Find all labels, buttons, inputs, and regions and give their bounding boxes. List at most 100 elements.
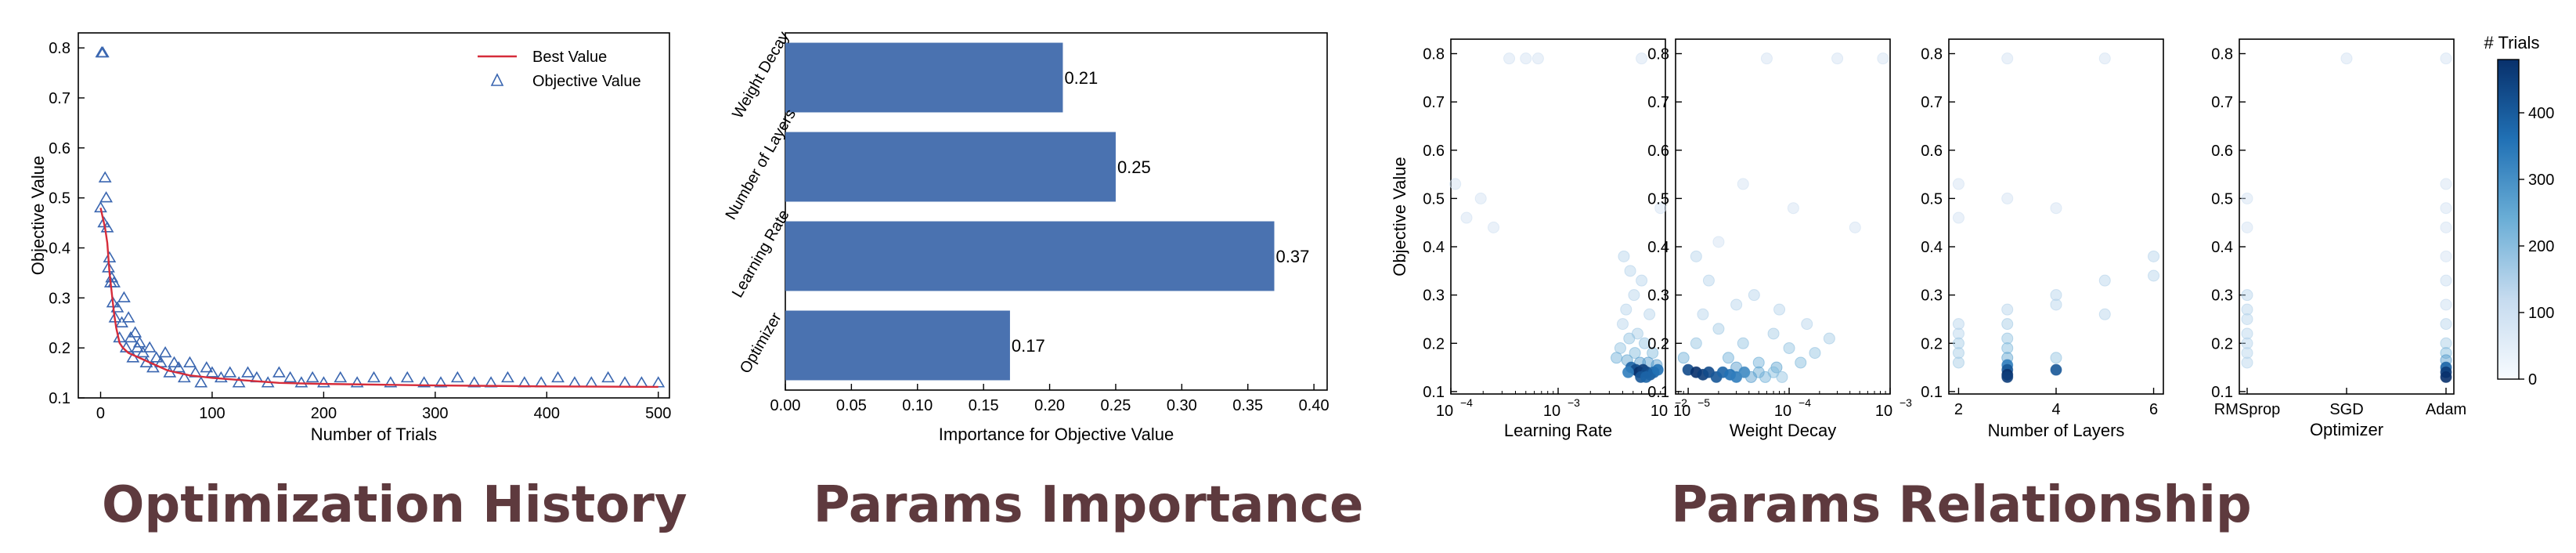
relationship-point [1773, 303, 1786, 316]
x-tick-exponent: −3 [1568, 396, 1580, 409]
y-tick-label: 0.1 [2211, 384, 2233, 401]
y-tick-label: 0.7 [1647, 94, 1669, 111]
x-tick-label: 10 [1673, 403, 1690, 420]
relationship-point [2440, 274, 2452, 287]
y-tick-label: 0.4 [1647, 239, 1669, 256]
y-tick-label: 0.8 [1921, 45, 1943, 63]
y-tick-label: 0.6 [2211, 143, 2233, 160]
relationship-point [2050, 352, 2062, 364]
objective-value-point [294, 376, 308, 388]
objective-value-point [177, 370, 191, 383]
y-tick-label: Optimizer [737, 309, 785, 376]
x-tick-exponent: −3 [1900, 396, 1912, 409]
x-tick-exponent: −4 [1460, 396, 1473, 409]
objective-value-point [143, 341, 157, 352]
relationship-panel: 0.10.20.30.40.50.60.70.810 −4 10 −3 10 −2Lear… [1423, 38, 1687, 440]
plot-frame [78, 32, 670, 399]
y-tick-label: 0.1 [49, 390, 70, 407]
x-tick-label: 500 [645, 405, 671, 422]
relationship-point [2440, 178, 2452, 190]
objective-value-point [96, 45, 110, 58]
objective-value-point [501, 370, 514, 383]
relationship-point [2001, 332, 2014, 345]
y-tick-label: 0.2 [2211, 335, 2233, 352]
x-tick-label: 0.40 [1299, 397, 1329, 414]
relationship-point [1952, 318, 1964, 331]
plot-frame [2239, 38, 2455, 395]
relationship-point [1651, 363, 1664, 376]
objective-value-point [434, 376, 448, 388]
y-tick-label: 0.5 [1423, 190, 1445, 208]
relationship-point [1520, 52, 1532, 65]
objective-value-point [223, 366, 237, 378]
relationship-point [1654, 202, 1667, 215]
x-tick-label: RMSprop [2214, 401, 2280, 418]
objective-value-point [110, 301, 124, 313]
x-tick-label: 0.00 [770, 397, 801, 414]
relationship-point [1611, 352, 1623, 364]
y-tick-label: 0.7 [2211, 94, 2233, 111]
x-tick-label: 0.35 [1232, 397, 1263, 414]
relationship-point [1748, 289, 1760, 302]
relationship-point [1801, 318, 1813, 331]
x-tick-exponent: −5 [1697, 396, 1710, 409]
colorbar-tick-label: 100 [2528, 305, 2554, 322]
x-tick-label: 100 [199, 405, 225, 422]
y-tick-label: 0.2 [1921, 335, 1943, 352]
objective-value-point [132, 336, 146, 348]
y-tick-label: 0.3 [1921, 287, 1943, 305]
relationship-point [1722, 352, 1734, 364]
relationship-point [1460, 211, 1473, 224]
x-tick-label: 10 [1436, 403, 1453, 420]
relationship-point [2001, 342, 2014, 354]
objective-value-point [241, 366, 254, 378]
y-tick-label: 0.4 [49, 240, 70, 257]
x-axis-label: Optimizer [2310, 420, 2383, 439]
colorbar [2497, 59, 2520, 380]
relationship-point [1952, 337, 1964, 349]
objective-value-point [651, 376, 666, 388]
objective-value-point [601, 370, 615, 383]
y-tick-label: 0.5 [49, 190, 70, 208]
relationship-point [1738, 366, 1751, 378]
relationship-panel: 0.1 0.2 0.3 0.4 0.5 0.6 0.7 0.8 2 4 6 Number of Lay… [1921, 38, 2164, 440]
relationship-point [1628, 289, 1640, 302]
y-tick-label: 0.1 [1921, 384, 1943, 401]
y-tick-label: 0.8 [49, 40, 70, 57]
objective-value-point [367, 370, 381, 383]
objective-value-point [200, 361, 214, 373]
relationship-point [1776, 370, 1788, 383]
y-tick-label: Learning Rate [729, 207, 793, 301]
y-tick-label: 0.1 [1647, 384, 1669, 401]
relationship-point [1952, 347, 1964, 360]
colorbar-tick-label: 200 [2528, 238, 2554, 255]
relationship-point [2241, 289, 2253, 302]
objective-value-point [534, 376, 548, 388]
caption-params-relationship: Params Relationship [1671, 476, 2252, 534]
relationship-panel: 0.1 0.2 0.3 0.4 0.5 0.6 0.7 0.8 RMSprop SGD Adam Op… [2211, 38, 2466, 439]
relationship-point [1697, 308, 1709, 320]
relationship-point [2440, 202, 2452, 215]
y-tick-label: 0.4 [1921, 239, 1943, 256]
x-axis-label: Number of Layers [1988, 421, 2125, 440]
relationship-point [1702, 274, 1715, 287]
relationship-point [2241, 221, 2253, 233]
relationship-point [1624, 265, 1636, 277]
relationship-point [1952, 356, 1964, 369]
x-tick-label: 0 [96, 405, 105, 422]
x-tick-label: 10 [1875, 403, 1892, 420]
relationship-panel: 0.1 0.2 0.3 0.4 0.5 0.6 0.7 0.8 10 −5 10 −4 10 −3 Weig… [1647, 38, 1912, 440]
relationship-point [2241, 337, 2253, 349]
plot-frame [1675, 38, 1891, 395]
relationship-point [1677, 352, 1690, 364]
relationship-point [2241, 327, 2253, 340]
y-tick-label: 0.6 [1423, 143, 1445, 160]
relationship-point [2050, 202, 2062, 215]
relationship-point [1952, 211, 1964, 224]
relationship-point [1488, 221, 1500, 233]
relationship-point [1532, 52, 1544, 65]
relationship-point [1712, 236, 1725, 248]
x-tick-label: 0.05 [836, 397, 867, 414]
objective-value-point [102, 261, 115, 273]
